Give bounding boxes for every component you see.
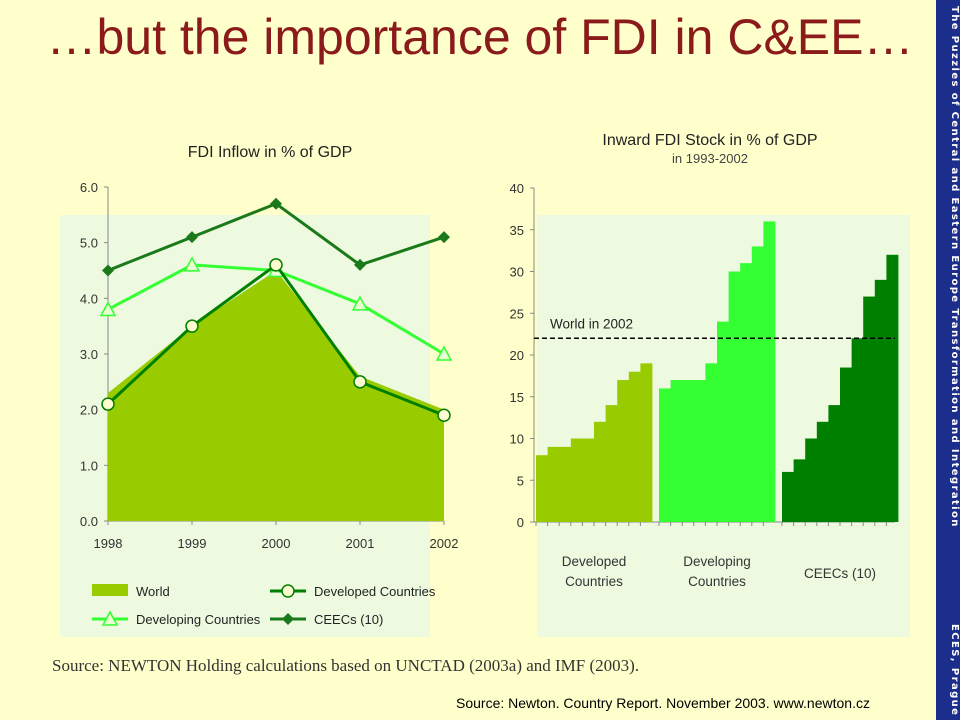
stock-bar: [582, 438, 595, 522]
y-tick-label: 10: [510, 432, 524, 447]
stock-bar: [570, 438, 583, 522]
y-tick-label: 15: [510, 390, 524, 405]
x-tick-label: 2001: [346, 536, 375, 551]
stock-bar: [828, 405, 841, 522]
sidebar-course-title: The Puzzles of Central and Eastern Europ…: [949, 6, 960, 528]
developed-point: [185, 319, 199, 333]
developing-point: [99, 300, 117, 317]
y-tick-label: 40: [510, 181, 524, 196]
developing-point: [183, 256, 201, 272]
group-label: Developed: [562, 554, 627, 569]
stock-bar: [605, 405, 618, 522]
group-label: CEECs (10): [804, 566, 876, 581]
group-label: Countries: [688, 574, 746, 589]
stock-bar: [740, 263, 753, 522]
ceecs-point: [282, 613, 294, 625]
x-tick-label: 1999: [178, 536, 207, 551]
stock-bar: [782, 471, 794, 522]
stock-bar: [805, 438, 818, 522]
group-label: Developing: [683, 554, 751, 569]
stock-bar: [886, 254, 899, 523]
stock-bar: [840, 367, 852, 522]
y-tick-label: 0: [517, 515, 524, 530]
reference-line-label: World in 2002: [550, 316, 633, 331]
stock-bar: [659, 388, 671, 522]
sidebar-banner: The Puzzles of Central and Eastern Europ…: [936, 0, 960, 720]
stock-bar: [728, 271, 741, 522]
y-tick-label: 35: [510, 223, 524, 238]
ceecs-point: [186, 231, 198, 244]
stock-bar: [617, 380, 630, 522]
developing-point: [435, 345, 453, 361]
stock-bar: [693, 380, 706, 522]
developed-point: [101, 397, 115, 411]
y-tick-label: 20: [510, 348, 524, 363]
slide-title: …but the importance of FDI in C&EE…: [46, 9, 914, 65]
right-chart-subtitle: in 1993-2002: [672, 151, 748, 166]
ceecs-point: [102, 264, 114, 277]
stock-bar: [547, 446, 560, 522]
charts-canvas: FDI Inflow in % of GDP Inward FDI Stock …: [60, 132, 910, 637]
y-tick-label: 2.0: [80, 403, 98, 418]
legend-label: World: [136, 584, 170, 599]
y-tick-label: 6.0: [80, 180, 98, 195]
y-tick-label: 3.0: [80, 347, 98, 362]
world-area: [108, 270, 444, 521]
ceecs-point: [438, 231, 450, 244]
source-note-chart: Source: NEWTON Holding calculations base…: [52, 656, 640, 675]
developing-point: [101, 610, 119, 626]
stock-bar: [863, 296, 876, 522]
stock-bar: [751, 246, 764, 522]
y-tick-label: 30: [510, 265, 524, 280]
source-note-slide: Source: Newton. Country Report. November…: [456, 695, 870, 711]
stock-bar: [682, 380, 695, 522]
stock-bar: [705, 363, 718, 522]
ceecs-point: [354, 258, 366, 271]
legend-label: Developing Countries: [136, 612, 261, 627]
developed-point: [281, 584, 295, 598]
right-chart-title: Inward FDI Stock in % of GDP: [602, 132, 817, 149]
x-tick-label: 1998: [94, 536, 123, 551]
fdi-inflow-chart: 0.0 1.0 2.0 3.0 4.0 5.0 6.0 1998 1999 2000 2001 200…: [80, 180, 459, 627]
stock-bar: [816, 421, 829, 522]
developed-point: [437, 408, 451, 422]
stock-bar: [640, 363, 653, 522]
stock-bar: [536, 455, 548, 522]
legend-label: CEECs (10): [314, 612, 383, 627]
ceecs-point: [270, 197, 282, 210]
fdi-stock-chart: 0 5 10 15 20 25 30 35 40 Developed Countries Develo…: [510, 181, 899, 589]
developed-point: [269, 258, 283, 272]
developed-point: [353, 375, 367, 389]
stock-bar: [670, 380, 683, 522]
stock-bar: [851, 338, 864, 522]
stock-bar: [874, 279, 887, 522]
y-tick-label: 1.0: [80, 458, 98, 473]
y-tick-label: 5.0: [80, 236, 98, 251]
x-tick-label: 2000: [262, 536, 291, 551]
legend-label: Developed Countries: [314, 584, 436, 599]
legend-world-swatch: [92, 584, 128, 596]
y-tick-label: 4.0: [80, 291, 98, 306]
group-label: Countries: [565, 574, 623, 589]
y-tick-label: 5: [517, 473, 524, 488]
stock-bar: [559, 446, 572, 522]
sidebar-institution: ECES, Prague: [949, 624, 960, 717]
stock-bar: [763, 221, 776, 522]
stock-bar: [717, 321, 729, 522]
y-tick-label: 25: [510, 306, 524, 321]
left-chart-title: FDI Inflow in % of GDP: [188, 144, 353, 161]
stock-bar: [628, 371, 641, 522]
stock-bar: [793, 459, 806, 522]
developing-point: [351, 295, 369, 311]
y-tick-label: 0.0: [80, 514, 98, 529]
x-tick-label: 2002: [430, 536, 459, 551]
stock-bar: [594, 421, 606, 522]
